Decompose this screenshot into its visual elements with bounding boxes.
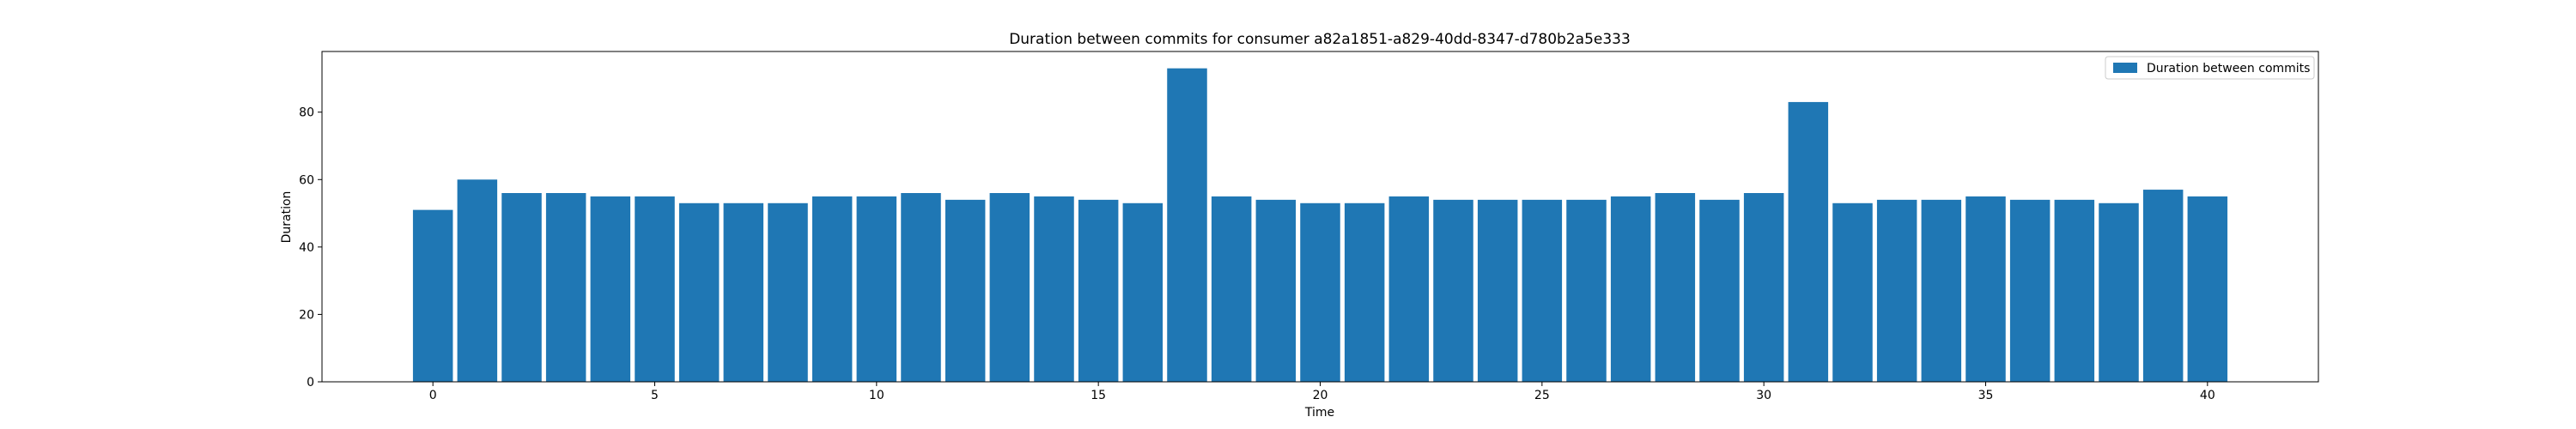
bar-5 [635, 196, 675, 382]
bar-39 [2142, 190, 2184, 382]
x-tick-label: 0 [429, 389, 437, 402]
bar-38 [2099, 202, 2139, 382]
bar-25 [1522, 199, 1563, 382]
x-tick-label: 5 [651, 389, 659, 402]
chart-title: Duration between commits for consumer a8… [1009, 31, 1631, 48]
legend-box [2105, 56, 2315, 80]
x-axis-label: Time [1304, 406, 1334, 420]
bar-16 [1122, 202, 1163, 382]
bar-35 [1965, 196, 2006, 382]
x-tick-label: 40 [2200, 389, 2215, 402]
bar-22 [1388, 196, 1430, 382]
bar-40 [2187, 196, 2228, 382]
bar-1 [457, 179, 498, 382]
bar-13 [989, 193, 1030, 382]
bar-17 [1167, 68, 1207, 383]
x-tick-label: 25 [1534, 389, 1550, 402]
bar-21 [1344, 202, 1385, 382]
bar-36 [2009, 199, 2050, 382]
x-tick-label: 35 [1978, 389, 1994, 402]
bar-27 [1610, 196, 1651, 382]
bar-2 [501, 193, 542, 382]
bar-14 [1034, 196, 1074, 382]
y-tick-label: 40 [299, 241, 314, 255]
bars-group [412, 68, 2228, 383]
bar-28 [1655, 193, 1696, 382]
y-tick-label: 0 [307, 376, 314, 390]
bar-32 [1832, 202, 1873, 382]
x-tick-label: 20 [1313, 389, 1328, 402]
legend: Duration between commits [2105, 56, 2315, 80]
legend-label: Duration between commits [2147, 62, 2310, 76]
bar-4 [590, 196, 631, 382]
y-axis: 0 20 40 60 80 [299, 106, 322, 390]
bar-3 [545, 193, 586, 382]
y-tick-label: 20 [299, 308, 314, 322]
bar-7 [723, 202, 764, 382]
bar-18 [1211, 196, 1252, 382]
x-tick-label: 30 [1756, 389, 1771, 402]
x-tick-label: 15 [1091, 389, 1106, 402]
y-axis-label: Duration [280, 191, 294, 244]
x-tick-label: 10 [869, 389, 884, 402]
bar-0 [412, 209, 453, 382]
bar-19 [1255, 199, 1297, 382]
bar-29 [1699, 199, 1740, 382]
bar-6 [678, 202, 720, 382]
bar-23 [1433, 199, 1473, 382]
bar-30 [1743, 193, 1784, 382]
legend-swatch [2113, 63, 2137, 73]
bar-31 [1788, 101, 1829, 382]
bar-9 [811, 196, 853, 382]
bar-34 [1921, 199, 1962, 382]
bar-33 [1876, 199, 1917, 382]
bar-20 [1300, 202, 1340, 382]
bar-12 [945, 199, 986, 382]
y-tick-label: 80 [299, 106, 314, 120]
bar-15 [1078, 199, 1119, 382]
y-tick-label: 60 [299, 173, 314, 187]
bar-24 [1477, 199, 1518, 382]
bar-10 [856, 196, 897, 382]
bar-8 [768, 202, 808, 382]
bar-26 [1566, 199, 1607, 382]
bar-11 [901, 193, 941, 382]
bar-37 [2054, 199, 2095, 382]
x-axis: 0 5 10 15 20 25 30 35 40 [429, 382, 2215, 402]
